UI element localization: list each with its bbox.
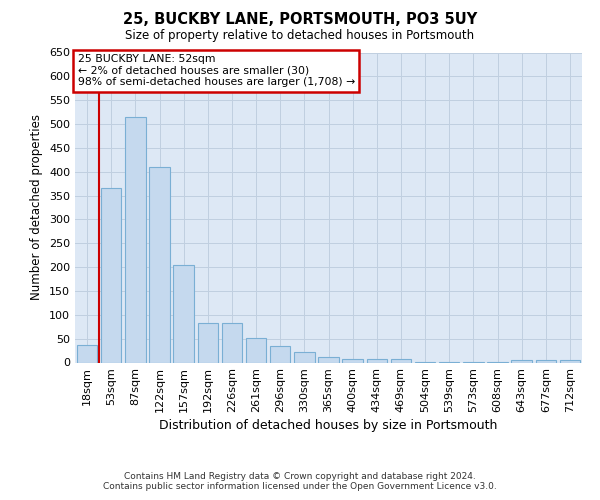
Bar: [536, 360, 556, 362]
Bar: [77, 345, 97, 362]
Text: Size of property relative to detached houses in Portsmouth: Size of property relative to detached ho…: [125, 29, 475, 42]
Text: 25, BUCKBY LANE, PORTSMOUTH, PO3 5UY: 25, BUCKBY LANE, PORTSMOUTH, PO3 5UY: [123, 12, 477, 26]
Bar: [294, 352, 314, 362]
Bar: [511, 360, 532, 362]
Bar: [246, 338, 266, 362]
Bar: [318, 357, 339, 362]
Bar: [149, 167, 170, 362]
X-axis label: Distribution of detached houses by size in Portsmouth: Distribution of detached houses by size …: [160, 420, 497, 432]
Text: 25 BUCKBY LANE: 52sqm
← 2% of detached houses are smaller (30)
98% of semi-detac: 25 BUCKBY LANE: 52sqm ← 2% of detached h…: [77, 54, 355, 87]
Bar: [270, 346, 290, 362]
Bar: [197, 323, 218, 362]
Bar: [101, 188, 121, 362]
Bar: [173, 264, 194, 362]
Y-axis label: Number of detached properties: Number of detached properties: [31, 114, 43, 300]
Bar: [343, 358, 363, 362]
Bar: [125, 117, 146, 362]
Bar: [560, 360, 580, 362]
Bar: [221, 323, 242, 362]
Text: Contains HM Land Registry data © Crown copyright and database right 2024.
Contai: Contains HM Land Registry data © Crown c…: [103, 472, 497, 491]
Bar: [391, 358, 411, 362]
Bar: [367, 358, 387, 362]
